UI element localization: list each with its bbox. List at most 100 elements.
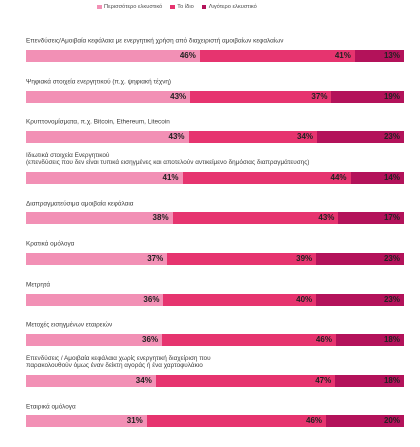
bar-segment-less-attractive: 20% — [326, 415, 404, 428]
data-label: 39% — [296, 253, 312, 265]
data-label: 47% — [315, 375, 331, 387]
bar-row: 46% 41% 13% — [26, 50, 404, 62]
data-label-suffix: % — [177, 132, 185, 142]
data-label-value: 47 — [315, 375, 325, 385]
bar-segment-same: 44% — [182, 171, 351, 184]
data-label: 46% — [316, 334, 332, 346]
data-label: 46% — [180, 50, 196, 62]
data-label-value: 41 — [162, 172, 172, 182]
data-label: 43% — [169, 131, 185, 143]
category-label: Ιδιωτικά στοιχεία Ενεργητικού (επενδύσει… — [26, 151, 310, 167]
data-label-value: 46 — [306, 416, 315, 426]
bar-segment-less-attractive: 14% — [350, 171, 404, 184]
data-label-suffix: % — [156, 254, 164, 263]
data-label-value: 31 — [126, 416, 136, 426]
data-label-value: 23 — [383, 132, 393, 142]
data-label: 20% — [384, 415, 400, 427]
category-label: Επενδύσεις/Αμοιβαία κεφάλαια με ενεργητι… — [26, 37, 284, 45]
data-label-suffix: % — [135, 416, 143, 426]
bar-segment-same: 39% — [167, 253, 317, 265]
bar-segment-same: 46% — [162, 334, 336, 347]
data-label-suffix: % — [305, 254, 313, 263]
bar-segment-more-attractive: 36% — [26, 334, 163, 347]
bar-row: 37% 39% 23% — [26, 253, 404, 265]
bar-segment-more-attractive: 31% — [26, 415, 147, 428]
legend-item-same: Το ίδιο — [170, 3, 194, 11]
data-label-value: 43 — [168, 132, 178, 142]
data-label: 23% — [384, 131, 400, 143]
data-label-suffix: % — [392, 91, 400, 101]
category-label: Διαπραγματεύσιμα αμοιβαία κεφάλαια — [26, 200, 134, 207]
data-label-suffix: % — [339, 172, 347, 182]
bar-row: 38% 43% 17% — [26, 212, 404, 225]
bar-segment-less-attractive: 19% — [331, 90, 404, 103]
data-label-value: 46 — [315, 335, 325, 345]
legend-label: Περισσότερο ελκυστικό — [104, 4, 163, 10]
data-label: 40% — [296, 294, 312, 306]
data-label: 13% — [384, 50, 400, 62]
bar-segment-same: 47% — [155, 374, 336, 387]
data-label-suffix: % — [179, 91, 187, 101]
data-label-suffix: % — [343, 51, 351, 60]
bar-segment-same: 40% — [163, 293, 317, 306]
data-label-value: 18 — [383, 335, 393, 345]
bar-segment-more-attractive: 43% — [26, 90, 191, 103]
legend: Περισσότερο ελκυστικό Το ίδιο Λιγότερο ελκ… — [97, 3, 257, 11]
legend-item-less-attractive: Λιγότερο ελκυστικό — [201, 3, 257, 11]
data-label-suffix: % — [171, 172, 179, 182]
data-label-suffix: % — [320, 91, 328, 101]
data-label: 17% — [384, 212, 400, 224]
category-label: Ψηφιακά στοιχεία ενεργητικού (π.χ. ψηφια… — [26, 78, 172, 86]
data-label-suffix: % — [392, 172, 400, 182]
legend-swatch — [170, 4, 175, 10]
data-label-suffix: % — [327, 213, 335, 223]
bar-segment-more-attractive: 36% — [26, 293, 164, 306]
data-label-value: 18 — [383, 375, 393, 385]
data-label: 38% — [153, 212, 169, 224]
category-label: Εταιρικά ομόλογα — [26, 403, 76, 410]
bar-row: 36% 40% 23% — [26, 293, 404, 306]
bar-row: 43% 37% 19% — [26, 90, 404, 103]
data-label-suffix: % — [392, 335, 400, 345]
bar-segment-more-attractive: 38% — [26, 212, 173, 225]
data-label-value: 37 — [311, 91, 321, 101]
data-label-value: 34 — [135, 375, 145, 385]
data-label-value: 43 — [170, 91, 180, 101]
data-label-suffix: % — [161, 213, 169, 223]
data-label-suffix: % — [392, 213, 400, 223]
data-label-suffix: % — [392, 51, 400, 60]
bar-segment-less-attractive: 23% — [316, 293, 404, 306]
data-label: 43% — [318, 212, 334, 224]
bar-segment-same: 37% — [190, 90, 332, 103]
bar-row: 43% 34% 23% — [26, 131, 404, 144]
bar-segment-more-attractive: 41% — [26, 171, 183, 184]
category-label: Κρυπτονομίσματα, π.χ. Bitcoin, Ethereum,… — [26, 118, 170, 126]
bar-segment-more-attractive: 34% — [26, 374, 156, 387]
data-label-value: 13 — [383, 51, 393, 60]
data-label: 19% — [384, 91, 400, 103]
bar-row: 36% 46% 18% — [26, 334, 404, 347]
data-label-suffix: % — [392, 132, 400, 142]
data-label-suffix: % — [392, 294, 400, 304]
data-label: 23% — [384, 294, 400, 306]
data-label-suffix: % — [305, 294, 313, 304]
data-label: 36% — [143, 294, 159, 306]
data-label-suffix: % — [150, 335, 159, 345]
bar-segment-same: 41% — [199, 50, 355, 62]
bar-segment-less-attractive: 17% — [338, 212, 404, 225]
data-label-value: 41 — [334, 51, 344, 60]
data-label-value: 44 — [330, 172, 340, 182]
data-label-value: 38 — [152, 213, 162, 223]
bar-segment-less-attractive: 18% — [335, 374, 404, 387]
bar-segment-less-attractive: 23% — [316, 253, 404, 265]
data-label-suffix: % — [392, 254, 400, 263]
data-label-suffix: % — [144, 375, 152, 385]
category-label: Μετοχές εισηγμένων εταιρειών — [26, 321, 113, 329]
data-label-suffix: % — [392, 416, 400, 426]
bar-row: 41% 44% 14% — [26, 171, 404, 184]
data-label-value: 36 — [143, 294, 153, 304]
data-label-suffix: % — [314, 416, 323, 426]
data-label-value: 23 — [383, 254, 393, 263]
data-label: 31% — [127, 415, 143, 427]
data-label-suffix: % — [152, 294, 160, 304]
